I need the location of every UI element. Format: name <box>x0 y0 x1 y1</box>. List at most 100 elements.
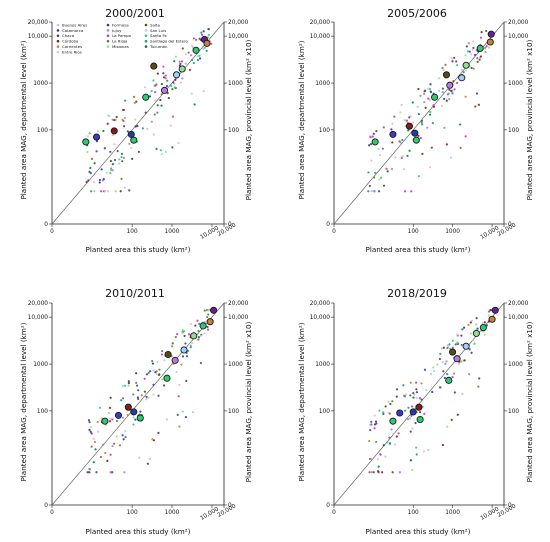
department-point <box>394 156 397 159</box>
department-point <box>95 150 98 153</box>
department-point <box>459 72 463 75</box>
department-point <box>380 176 383 179</box>
department-point <box>90 432 93 435</box>
department-point <box>120 152 123 155</box>
department-point <box>370 159 373 162</box>
department-point <box>467 42 470 45</box>
province-point <box>172 71 181 79</box>
department-point <box>90 445 93 448</box>
department-point <box>403 118 406 122</box>
y-tick-label-right: 1000 <box>228 81 243 87</box>
department-point <box>146 127 149 130</box>
department-point <box>138 456 141 459</box>
department-point <box>409 459 413 462</box>
department-point <box>459 146 462 149</box>
department-point <box>187 333 191 336</box>
department-point <box>88 471 91 474</box>
department-point <box>149 370 152 373</box>
department-point <box>112 442 116 445</box>
department-point <box>132 393 135 396</box>
department-point <box>140 394 143 397</box>
department-point <box>169 124 172 127</box>
department-point <box>194 324 197 327</box>
province-point <box>127 130 135 138</box>
department-point <box>442 370 445 373</box>
province-points <box>333 302 505 506</box>
y-tick-label-left: 100 <box>319 409 330 415</box>
y-axis-label-right: Planted area MAG, provincial level (km² … <box>525 39 534 200</box>
department-point <box>147 371 150 374</box>
department-point <box>450 56 453 60</box>
y-tick-label-left: 20,000 <box>310 301 331 307</box>
province-point <box>164 350 172 359</box>
department-point <box>202 30 205 33</box>
x-axis-label: Planted area this study (km²) <box>86 245 191 254</box>
department-point <box>479 36 483 39</box>
department-point <box>100 190 103 193</box>
department-point <box>393 443 397 446</box>
department-point <box>174 335 177 339</box>
department-point <box>464 95 467 98</box>
legend-marker <box>106 34 110 38</box>
department-point <box>415 381 418 384</box>
department-point <box>202 89 205 93</box>
y-tick-label-left: 0 <box>44 222 48 228</box>
department-point <box>485 45 488 48</box>
department-point <box>198 322 201 325</box>
y-tick-label-right: 100 <box>228 128 239 134</box>
department-point <box>420 382 423 385</box>
province-point <box>190 332 198 340</box>
province-point <box>150 62 158 70</box>
province-points <box>333 21 505 225</box>
department-point <box>420 121 423 124</box>
department-point <box>422 450 425 453</box>
axes: 0 100 1000 10,00020,0000100100010,00020,000… <box>310 20 529 241</box>
department-point <box>104 190 107 193</box>
department-point <box>144 86 147 89</box>
department-point <box>170 84 173 88</box>
department-point <box>431 390 434 394</box>
panel-2005-2006: 2005/2006 Planted area MAG, departmental… <box>297 7 534 254</box>
department-point <box>422 92 426 96</box>
department-point <box>157 431 160 434</box>
department-point <box>471 48 474 51</box>
department-point <box>188 68 192 72</box>
y-axis-label-left: Planted area MAG, departmental level (km… <box>19 322 28 481</box>
province-point <box>453 355 461 363</box>
department-point <box>378 178 381 181</box>
legend-label: Salta <box>150 22 160 27</box>
department-point <box>165 84 169 88</box>
legend-label: Corrientes <box>62 44 82 49</box>
department-point <box>415 446 418 449</box>
panel-title: 2018/2019 <box>387 287 447 300</box>
department-point <box>456 81 459 84</box>
department-point <box>408 417 411 420</box>
department-point <box>196 319 199 322</box>
x-tick-label: 0 <box>50 510 54 516</box>
department-point <box>484 51 487 54</box>
legend-marker <box>106 23 110 27</box>
department-point <box>143 377 146 380</box>
department-point <box>378 153 382 157</box>
department-point <box>151 438 154 441</box>
y-tick-label-right: 0 <box>228 503 232 509</box>
legend-label: Buenos Aires <box>62 22 87 27</box>
department-point <box>197 336 200 339</box>
department-point <box>157 373 160 377</box>
department-point <box>439 386 442 389</box>
province-point <box>449 348 457 356</box>
department-point <box>483 321 486 324</box>
department-point <box>441 91 444 94</box>
department-point <box>442 68 445 72</box>
department-point <box>373 414 376 417</box>
department-point <box>178 383 181 386</box>
province-point <box>130 408 138 416</box>
department-point <box>118 444 121 447</box>
y-tick-label-left: 20,000 <box>28 20 49 26</box>
department-point <box>136 124 139 128</box>
department-point <box>478 58 481 61</box>
department-point <box>175 370 178 374</box>
department-point <box>390 128 393 131</box>
department-point <box>113 143 116 146</box>
department-point <box>106 122 109 125</box>
